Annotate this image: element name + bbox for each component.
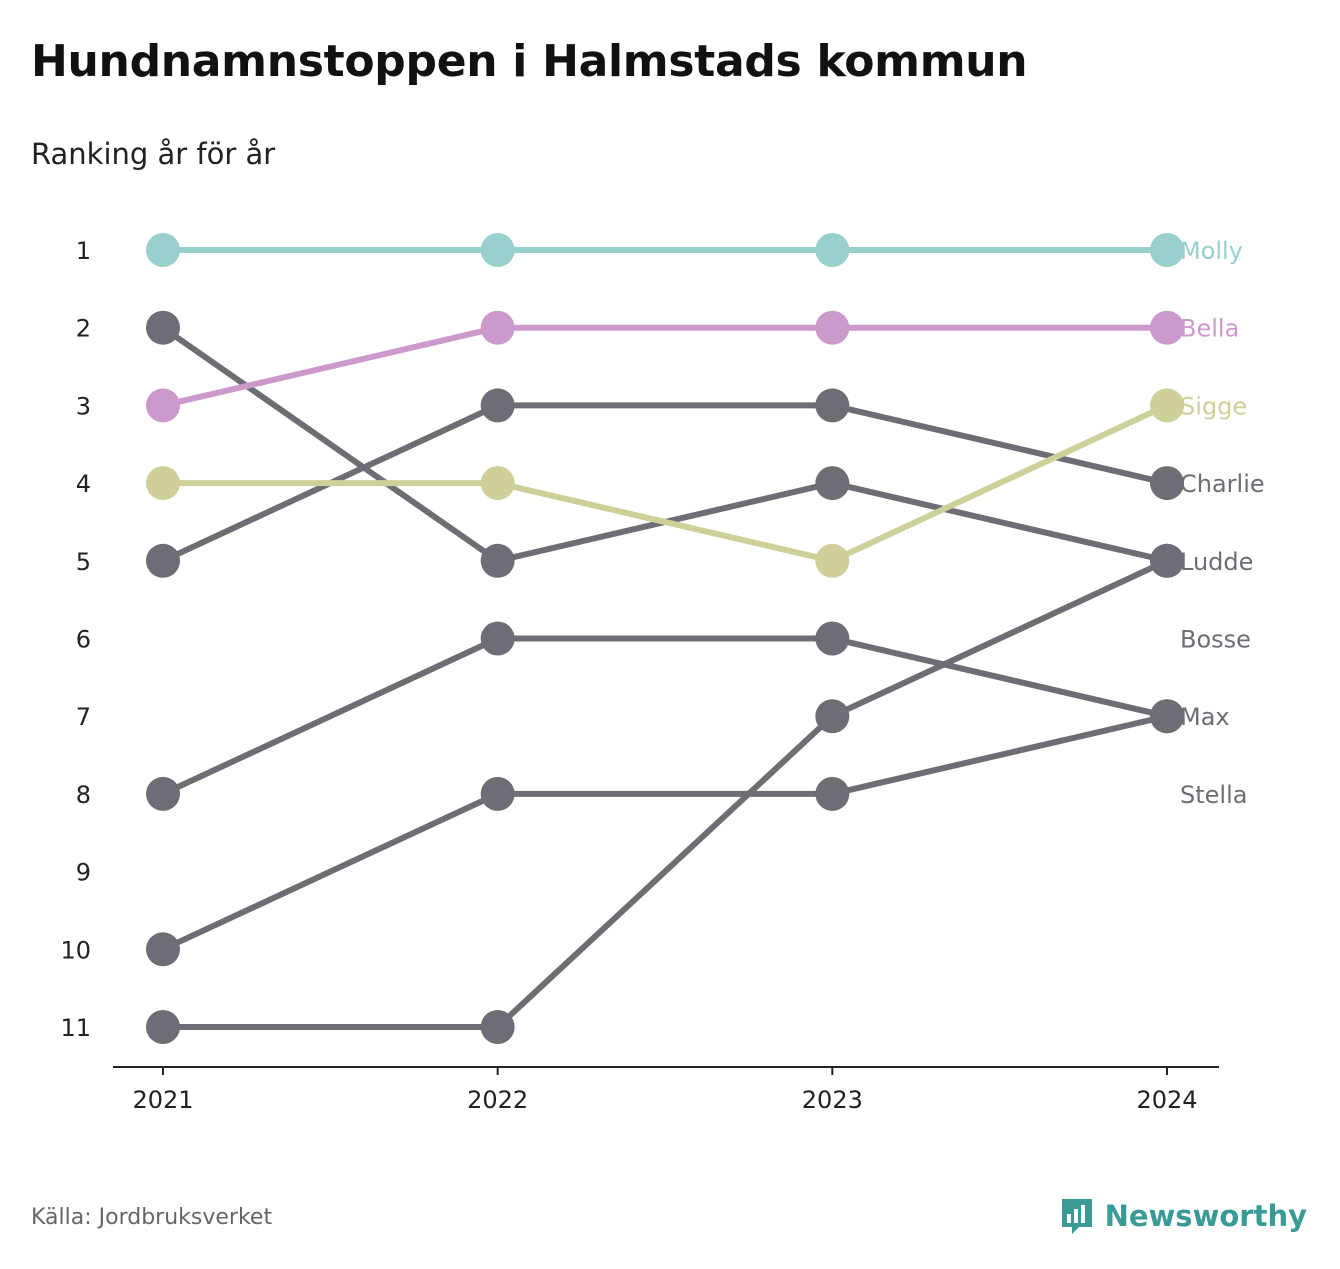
y-tick-label: 5 — [76, 548, 91, 576]
series-point-charlie — [1150, 466, 1184, 501]
chart-subtitle: Ranking år för år — [31, 137, 276, 171]
series-point-stella — [1150, 543, 1184, 578]
end-label-charlie: Charlie — [1180, 470, 1265, 498]
series-point-sigge — [146, 466, 180, 501]
y-tick-label: 9 — [76, 859, 91, 887]
series-end-labels: Molly Bella Sigge Charlie Ludde Bosse Max Stell… — [1180, 237, 1265, 809]
y-tick-label: 10 — [60, 936, 91, 964]
bar-chart-speech-bubble-icon — [1061, 1199, 1092, 1234]
y-tick-label: 2 — [76, 315, 91, 343]
series-point-molly — [480, 233, 515, 267]
x-tick-label: 2021 — [132, 1086, 193, 1114]
series-line-stella — [160, 557, 1170, 1030]
end-label-ludde: Ludde — [1180, 548, 1253, 576]
series-point-stella — [815, 699, 850, 734]
series-lines — [160, 247, 1170, 1030]
y-tick-label: 8 — [76, 781, 91, 809]
end-label-molly: Molly — [1180, 237, 1243, 265]
y-tick-label: 7 — [76, 703, 91, 731]
y-tick-label: 3 — [76, 392, 91, 420]
chart-title: Hundnamnstoppen i Halmstads kommun — [31, 36, 1028, 87]
series-point-charlie — [146, 543, 180, 578]
series-point-sigge — [480, 466, 515, 501]
series-point-bosse — [480, 621, 515, 656]
series-points — [146, 233, 1184, 1044]
series-point-stella — [146, 1010, 180, 1044]
series-point-sigge — [1150, 388, 1184, 423]
bump-chart: 1 2 3 4 5 6 7 8 9 10 11 2021 2022 2023 2024 Molly Bell… — [60, 233, 1265, 1114]
series-point-molly — [815, 233, 850, 267]
series-point-ludde — [146, 310, 180, 345]
series-point-bella — [146, 388, 180, 423]
series-point-max — [480, 776, 515, 811]
x-tick-label: 2024 — [1136, 1086, 1197, 1114]
series-point-charlie — [480, 388, 515, 423]
series-line-bosse — [160, 635, 1170, 797]
end-label-stella: Stella — [1180, 781, 1247, 809]
y-tick-label: 11 — [60, 1014, 91, 1042]
x-tick-label: 2022 — [467, 1086, 528, 1114]
series-point-bosse — [815, 621, 850, 656]
x-axis: 2021 2022 2023 2024 — [113, 1066, 1219, 1114]
series-point-stella — [480, 1010, 515, 1044]
series-point-bella — [480, 310, 515, 345]
end-label-sigge: Sigge — [1180, 392, 1247, 420]
series-point-charlie — [815, 388, 850, 423]
series-point-molly — [1150, 233, 1184, 267]
y-axis-ticks: 1 2 3 4 5 6 7 8 9 10 11 — [60, 237, 91, 1042]
brand-logo: Newsworthy — [1059, 1196, 1307, 1236]
series-line-max — [160, 713, 1170, 953]
series-line-bella — [160, 324, 1170, 409]
series-point-max — [815, 776, 850, 811]
series-line-ludde — [160, 324, 1170, 564]
end-label-max: Max — [1180, 703, 1230, 731]
series-point-bella — [815, 310, 850, 345]
series-point-ludde — [480, 543, 515, 578]
end-label-bosse: Bosse — [1180, 626, 1251, 654]
series-line-sigge — [160, 402, 1170, 564]
end-label-bella: Bella — [1180, 315, 1239, 343]
y-tick-label: 6 — [76, 626, 91, 654]
x-tick-label: 2023 — [802, 1086, 863, 1114]
y-tick-label: 4 — [76, 470, 91, 498]
brand-name: Newsworthy — [1104, 1199, 1307, 1233]
y-tick-label: 1 — [76, 237, 91, 265]
series-point-max — [146, 932, 180, 967]
series-point-max — [1150, 699, 1184, 734]
series-point-molly — [146, 233, 180, 267]
series-point-bella — [1150, 310, 1184, 345]
source-note: Källa: Jordbruksverket — [31, 1205, 273, 1230]
series-point-ludde — [815, 466, 850, 501]
series-point-sigge — [815, 543, 850, 578]
series-point-bosse — [146, 776, 180, 811]
